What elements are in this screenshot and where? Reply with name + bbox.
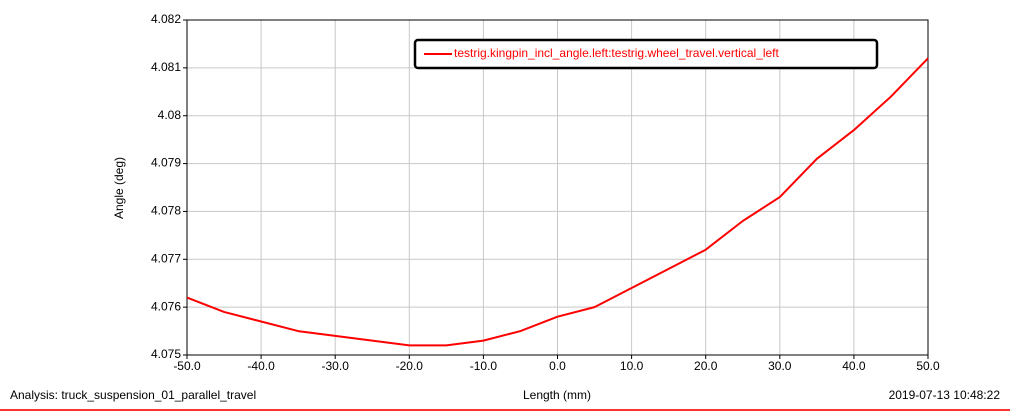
x-tick-label: 10.0: [620, 359, 644, 373]
x-tick-label: -30.0: [322, 359, 350, 373]
legend: [413, 38, 879, 70]
y-tick-label: 4.082: [151, 12, 181, 26]
plot-border: [186, 19, 929, 356]
y-tick-label: 4.075: [151, 347, 181, 361]
y-axis-label: Angle (deg): [112, 157, 126, 219]
x-tick-label: 0.0: [549, 359, 566, 373]
y-tick-label: 4.08: [158, 108, 182, 122]
x-tick-label: 20.0: [694, 359, 718, 373]
x-tick-label: -10.0: [470, 359, 498, 373]
y-tick-label: 4.078: [151, 204, 181, 218]
x-tick-label: -40.0: [247, 359, 275, 373]
x-tick-label: 40.0: [842, 359, 866, 373]
x-tick-label: 30.0: [768, 359, 792, 373]
timestamp: 2019-07-13 10:48:22: [889, 388, 1001, 402]
x-tick-label: -20.0: [396, 359, 424, 373]
x-axis-label: Length (mm): [523, 388, 591, 402]
x-tick-label: -50.0: [173, 359, 201, 373]
legend-label: testrig.kingpin_incl_angle.left:testrig.…: [454, 46, 780, 60]
x-tick-label: 50.0: [916, 359, 940, 373]
y-tick-label: 4.079: [151, 156, 181, 170]
y-tick-label: 4.077: [151, 251, 181, 265]
y-tick-label: 4.081: [151, 60, 181, 74]
y-tick-label: 4.076: [151, 299, 181, 313]
series-line: [186, 57, 929, 347]
analysis-label: Analysis: truck_suspension_01_parallel_t…: [10, 388, 256, 402]
